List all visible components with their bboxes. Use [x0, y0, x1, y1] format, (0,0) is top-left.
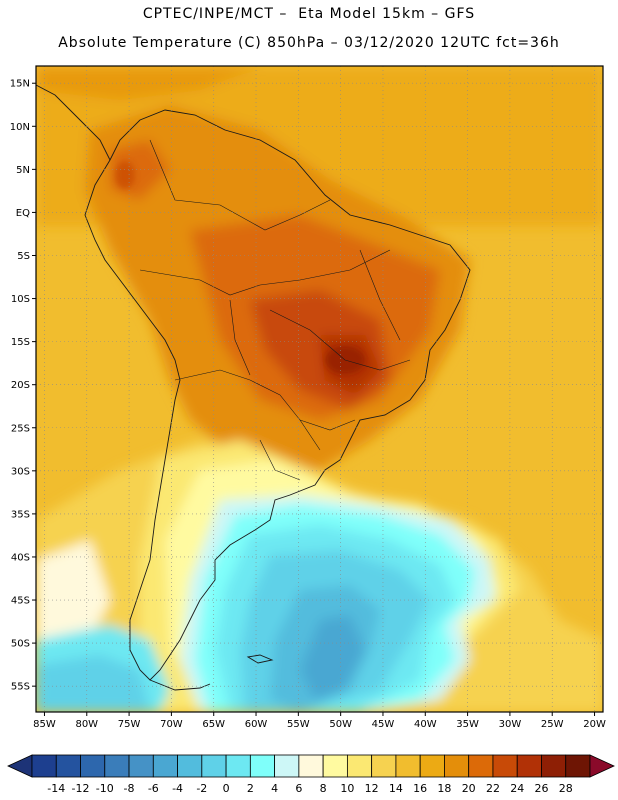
colorbar-swatch — [225, 754, 251, 778]
colorbar-label: 0 — [223, 782, 230, 795]
colorbar-label: 12 — [365, 782, 379, 795]
colorbar-label: 26 — [534, 782, 548, 795]
lon-label: 65W — [202, 719, 225, 730]
colorbar-label: 22 — [486, 782, 500, 795]
colorbar-label: 28 — [559, 782, 573, 795]
colorbar-swatch — [395, 754, 421, 778]
lat-label: 5S — [17, 251, 30, 262]
lon-label: 25W — [541, 719, 564, 730]
lat-label: 15S — [11, 337, 30, 348]
chart-title: CPTEC/INPE/MCT – Eta Model 15km – GFS — [142, 6, 476, 22]
colorbar-swatch — [419, 754, 445, 778]
colorbar-swatch — [128, 754, 154, 778]
colorbar-label: 16 — [413, 782, 427, 795]
colorbar-swatch — [322, 754, 348, 778]
colorbar-swatch — [565, 754, 591, 778]
colorbar-swatch — [104, 754, 130, 778]
colorbar-label: 8 — [320, 782, 327, 795]
lat-label: 20S — [11, 380, 30, 391]
lat-label: EQ — [16, 208, 30, 219]
axis-ticks — [32, 82, 596, 716]
colorbar-label: 14 — [389, 782, 403, 795]
lat-label: 40S — [11, 552, 30, 563]
colorbar-label: 10 — [340, 782, 354, 795]
falklands — [246, 654, 274, 664]
lon-label: 70W — [160, 719, 183, 730]
colorbar-swatch — [541, 754, 567, 778]
colorbar-label: 24 — [510, 782, 524, 795]
colorbar-label: -6 — [148, 782, 159, 795]
colorbar-swatch — [444, 754, 470, 778]
colorbar-label: 20 — [462, 782, 476, 795]
tierra-del-fuego — [149, 679, 211, 691]
lat-label: 30S — [11, 466, 30, 477]
lat-label: 5N — [16, 165, 30, 176]
lat-label: 35S — [11, 509, 30, 520]
colorbar-swatch — [80, 754, 106, 778]
lon-label: 40W — [414, 719, 437, 730]
colorbar-label: -2 — [196, 782, 207, 795]
colorbar-swatch — [55, 754, 81, 778]
colorbar-boxes — [7, 754, 615, 778]
colorbar-low-arrow — [7, 754, 33, 778]
central-america-outline — [36, 84, 111, 161]
colorbar-swatch — [201, 754, 227, 778]
colorbar-label: 2 — [247, 782, 254, 795]
colorbar-labels: -14 -12 -10 -8 -6 -4 -2 0 2 4 6 8 10 12 14 16 18 20 22 24 26… — [47, 782, 572, 795]
lat-label: 10S — [11, 294, 30, 305]
colorbar-swatch — [249, 754, 276, 778]
lon-label: 85W — [33, 719, 56, 730]
colorbar-swatch — [468, 754, 494, 778]
colorbar-label: 6 — [295, 782, 302, 795]
south-america-outline — [84, 109, 471, 681]
longitude-labels: 85W 80W 75W 70W 65W 60W 55W 50W 45W 40W 35W 30W 25W 2… — [33, 719, 606, 730]
lon-label: 45W — [372, 719, 395, 730]
lat-label: 45S — [11, 596, 30, 607]
lon-label: 50W — [329, 719, 352, 730]
lat-label: 25S — [11, 423, 30, 434]
colorbar-label: -14 — [47, 782, 65, 795]
country-borders — [139, 139, 411, 481]
lat-label: 10N — [10, 122, 30, 133]
lon-label: 30W — [499, 719, 522, 730]
colorbar-label: -12 — [72, 782, 90, 795]
colorbar-swatch — [371, 754, 397, 778]
lon-label: 35W — [456, 719, 479, 730]
colorbar-swatch — [298, 754, 324, 778]
colorbar-label: 18 — [437, 782, 451, 795]
lat-label: 50S — [11, 639, 30, 650]
colorbar-label: -4 — [172, 782, 183, 795]
latitude-labels: 15N 10N 5N EQ 5S 10S 15S 20S 25S 30S 35S 40S 45S 50S 5… — [10, 79, 30, 693]
lat-label: 15N — [10, 79, 30, 90]
colorbar-swatch — [152, 754, 178, 778]
coastlines — [36, 84, 471, 691]
colorbar-swatch — [177, 754, 203, 778]
chart-subtitle: Absolute Temperature (C) 850hPa – 03/12/… — [58, 35, 560, 51]
colorbar-swatch — [31, 754, 57, 778]
lat-label: 55S — [11, 682, 30, 693]
temperature-field — [36, 66, 603, 712]
map-frame — [35, 65, 604, 713]
colorbar-swatch — [346, 754, 373, 778]
colorbar-swatch — [274, 754, 300, 778]
colorbar-label: -8 — [124, 782, 135, 795]
colorbar-swatch — [516, 754, 542, 778]
lon-label: 20W — [583, 719, 606, 730]
lon-label: 60W — [245, 719, 268, 730]
lon-label: 75W — [118, 719, 141, 730]
lon-label: 55W — [287, 719, 310, 730]
colorbar-high-arrow — [589, 754, 615, 778]
gridlines — [36, 66, 603, 712]
lon-label: 80W — [75, 719, 98, 730]
colorbar-swatch — [492, 754, 518, 778]
colorbar-label: -10 — [96, 782, 114, 795]
colorbar-label: 4 — [271, 782, 278, 795]
